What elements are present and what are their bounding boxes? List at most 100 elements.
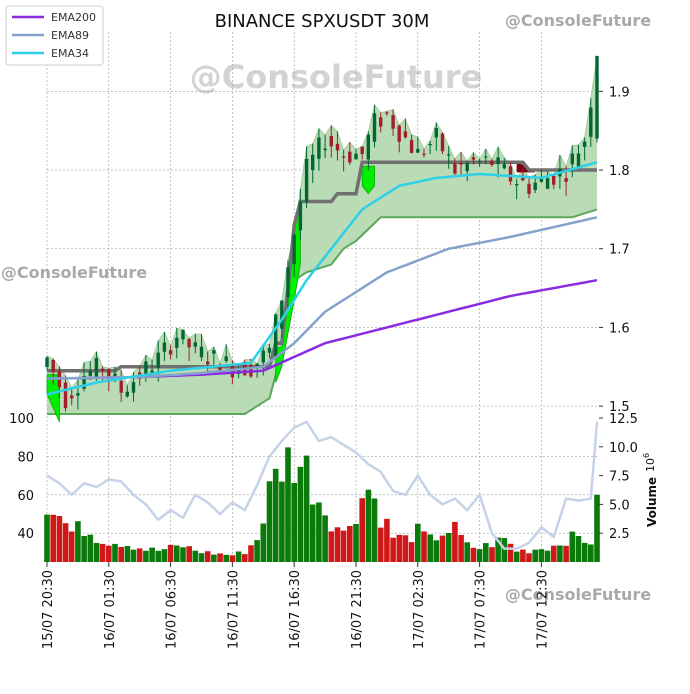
candle-body-61: [422, 153, 426, 155]
volume-bar-33: [248, 545, 254, 562]
candle-body-3: [63, 382, 68, 409]
candle-body-13: [125, 391, 129, 397]
volume-bar-57: [396, 534, 403, 562]
volume-bar-0: [44, 514, 50, 562]
volume-bar-77: [520, 549, 526, 562]
rsi-line: [46, 420, 599, 550]
candle-body-26: [206, 361, 210, 365]
x-tick-label-5: 16/07 21:30: [350, 570, 365, 649]
volume-bar-1: [50, 514, 56, 562]
candle-body-67: [459, 163, 463, 165]
volume-bar-87: [581, 542, 588, 562]
ema34-line: [46, 160, 598, 396]
candle-body-89: [595, 55, 599, 139]
rsi-tick-label-2: 80: [17, 450, 34, 465]
volume-bar-55: [384, 518, 390, 562]
volume-bar-73: [495, 537, 501, 562]
volume-bar-4: [68, 531, 75, 562]
legend-label-ema89: EMA89: [51, 29, 89, 42]
volume-bar-22: [180, 547, 186, 562]
candle-body-87: [582, 141, 587, 147]
volume-exponent-power: 6: [642, 453, 651, 458]
candle-body-85: [570, 153, 574, 165]
volume-bar-66: [452, 521, 458, 562]
candle-body-45: [323, 148, 327, 151]
volume-bar-23: [186, 546, 192, 562]
candle-body-51: [360, 146, 364, 154]
volume-bar-41: [297, 466, 304, 562]
candle-body-74: [502, 164, 506, 169]
candle-body-70: [477, 160, 482, 162]
volume-bar-74: [501, 538, 508, 562]
candle-body-17: [150, 370, 154, 374]
candle-body-72: [490, 160, 494, 165]
candle-body-34: [255, 363, 259, 368]
x-tick-label-2: 16/07 06:30: [165, 570, 180, 649]
volume-bar-19: [161, 549, 168, 562]
rsi-tick-label-1: 60: [17, 489, 34, 504]
legend-box: [5, 5, 104, 66]
price-tick-label-4: 1.9: [609, 85, 630, 100]
candle-body-43: [311, 154, 315, 171]
candle-body-8: [94, 357, 99, 378]
volume-bar-54: [377, 527, 384, 562]
volume-bar-65: [445, 533, 452, 562]
volume-tick-label-2: 7.5: [609, 470, 630, 485]
volume-bar-5: [75, 521, 81, 562]
candle-layer: [45, 55, 599, 412]
cloud-lower-edge: [47, 208, 598, 415]
candle-body-29: [224, 356, 228, 361]
price-tick-label-3: 1.8: [609, 164, 630, 179]
volume-bar-18: [155, 550, 162, 562]
candle-body-35: [261, 350, 265, 363]
volume-bar-6: [81, 536, 87, 562]
volume-bar-59: [408, 542, 415, 562]
volume-bar-53: [371, 498, 378, 562]
volume-bar-10: [106, 545, 112, 562]
candle-body-4: [70, 395, 74, 399]
legend-label-ema200: EMA200: [51, 11, 96, 24]
volume-bar-72: [489, 547, 495, 562]
candle-body-71: [484, 156, 488, 158]
volume-bar-48: [340, 530, 347, 562]
watermark-center: @ConsoleFuture: [190, 58, 483, 96]
candle-body-44: [317, 137, 321, 159]
candle-body-86: [576, 153, 581, 168]
volume-bar-2: [56, 516, 63, 562]
volume-bar-26: [204, 551, 211, 562]
volume-bar-70: [476, 549, 483, 562]
volume-bar-75: [507, 543, 514, 562]
candle-body-25: [199, 346, 204, 358]
candle-body-12: [119, 380, 123, 393]
candle-body-22: [181, 329, 185, 340]
candle-body-66: [453, 163, 457, 174]
x-tick-label-8: 17/07 12:30: [535, 570, 550, 649]
x-tick-label-1: 16/07 01:30: [103, 570, 118, 649]
candle-body-80: [539, 176, 544, 182]
candle-body-1: [51, 359, 55, 372]
volume-bar-20: [167, 544, 174, 562]
x-tick-label-7: 17/07 07:30: [474, 570, 489, 649]
volume-bar-43: [309, 504, 316, 562]
volume-bar-8: [93, 543, 100, 562]
candle-body-73: [496, 157, 500, 165]
candle-body-41: [298, 201, 303, 231]
volume-exponent-base: 10: [644, 458, 657, 472]
candle-body-18: [156, 352, 160, 368]
volume-bar-86: [575, 536, 582, 562]
candle-body-88: [589, 107, 593, 137]
candle-body-42: [304, 159, 309, 203]
x-tick-label-6: 17/07 02:30: [412, 570, 427, 649]
volume-bar-32: [242, 554, 248, 562]
candle-body-84: [564, 178, 568, 182]
volume-tick-label-4: 12.5: [609, 412, 638, 427]
volume-bar-83: [557, 545, 563, 562]
candle-body-52: [366, 134, 370, 160]
candle-body-39: [286, 267, 290, 297]
volume-bar-39: [285, 447, 291, 562]
volume-bar-50: [353, 524, 359, 562]
volume-bar-81: [544, 550, 551, 562]
volume-layer: [44, 447, 600, 562]
volume-bar-63: [433, 540, 440, 562]
